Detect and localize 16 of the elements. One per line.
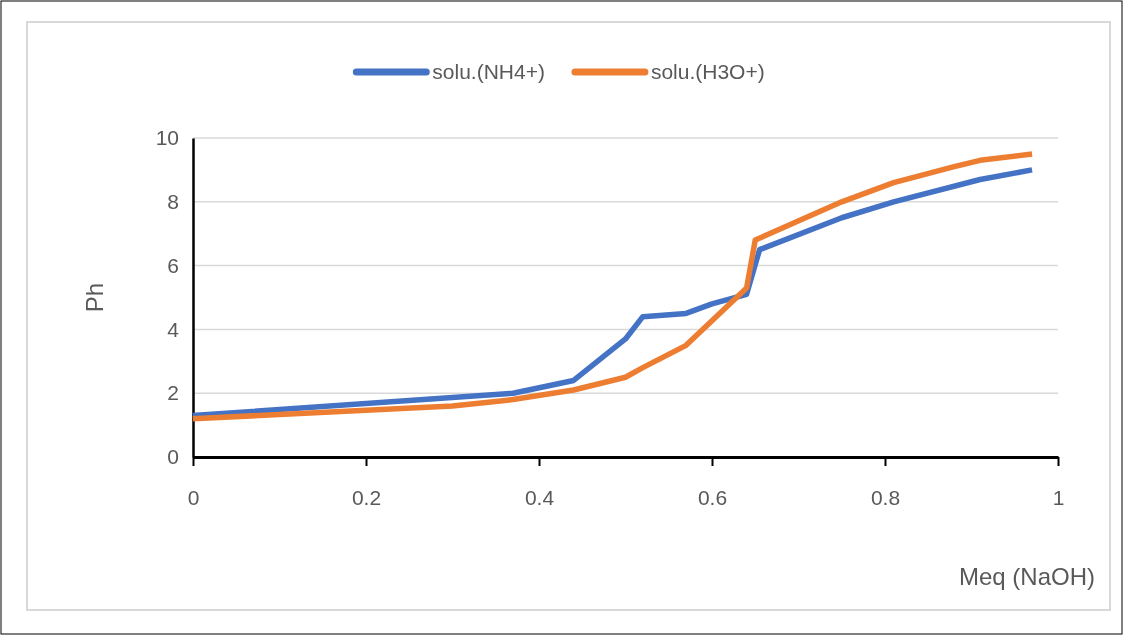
legend-label: solu.(NH4+) — [432, 60, 545, 84]
y-tick-label: 8 — [167, 190, 179, 214]
y-axis-title: Ph — [81, 282, 108, 313]
x-tick-label: 0.4 — [524, 486, 555, 510]
x-tick-label: 0.8 — [870, 486, 901, 510]
x-axis-title: Meq (NaOH) — [958, 563, 1095, 590]
legend-label: solu.(H3O+) — [650, 60, 765, 84]
y-tick-label: 2 — [167, 381, 179, 405]
y-tick-label: 0 — [167, 445, 179, 469]
y-tick-label: 10 — [155, 126, 179, 150]
y-tick-label: 4 — [167, 317, 180, 341]
y-tick-label: 6 — [167, 253, 179, 277]
x-tick-label: 0 — [187, 486, 200, 510]
x-tick-label: 1 — [1052, 486, 1065, 510]
x-tick-label: 0.6 — [697, 486, 728, 510]
x-tick-label: 0.2 — [351, 486, 382, 510]
